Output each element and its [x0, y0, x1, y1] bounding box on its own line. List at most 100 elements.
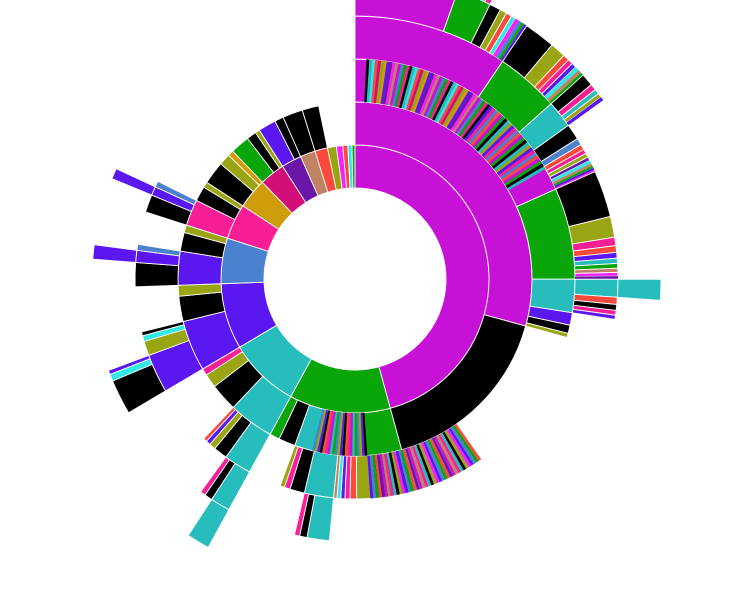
fan-1-stripe-16[interactable] [493, 142, 530, 171]
fan-1-stripe-24[interactable] [505, 163, 544, 189]
fan-2-stripe-16[interactable] [420, 442, 440, 484]
fan-0-stripe-31[interactable] [434, 82, 457, 122]
fan-1-stripe-15[interactable] [491, 139, 528, 169]
fan-2-stripe-13[interactable] [427, 439, 448, 480]
fan-3-stripe-19[interactable] [317, 409, 329, 453]
fan-0-stripe-18[interactable] [405, 68, 421, 111]
fan-0-stripe-15[interactable] [399, 65, 413, 109]
fan-2-stripe-26[interactable] [398, 450, 412, 493]
fan-2-stripe-15[interactable] [423, 441, 443, 483]
fan-3-stripe-7[interactable] [347, 412, 351, 456]
fan-2-stripe-3[interactable] [448, 427, 474, 466]
fan-2-stripe-37[interactable] [372, 454, 380, 498]
ring-4-segment-8[interactable] [574, 271, 619, 278]
fan-3-stripe-15[interactable] [327, 411, 336, 455]
ring-1-segment-15[interactable] [351, 144, 356, 189]
ring-5-segment-7[interactable] [549, 72, 584, 104]
fan-0-stripe-22[interactable] [414, 71, 433, 114]
ring-5-segment-8[interactable] [498, 22, 525, 60]
fan-3-stripe-20[interactable] [314, 409, 327, 452]
fan-3-stripe-0[interactable] [362, 412, 368, 456]
fan-3-stripe-10[interactable] [339, 412, 346, 456]
fan-3-stripe-13[interactable] [332, 411, 340, 455]
fan-2-stripe-29[interactable] [391, 451, 403, 495]
fan-2-stripe-21[interactable] [409, 446, 426, 489]
fan-0-stripe-17[interactable] [403, 67, 419, 110]
fan-1-stripe-17[interactable] [495, 144, 532, 174]
fan-2-stripe-20[interactable] [411, 445, 429, 488]
fan-0-stripe-19[interactable] [408, 69, 424, 111]
fan-0-stripe-13[interactable] [394, 64, 407, 107]
fan-0-stripe-16[interactable] [401, 66, 416, 109]
fan-2-stripe-36[interactable] [374, 454, 383, 498]
fan-2-stripe-18[interactable] [416, 444, 435, 486]
fan-0-stripe-25[interactable] [421, 75, 441, 116]
ring-5-segment-7[interactable] [495, 20, 522, 59]
fan-0-stripe-20[interactable] [410, 70, 427, 112]
fan-0-stripe-38[interactable] [448, 92, 474, 131]
fan-0-stripe-14[interactable] [396, 65, 410, 108]
fan-2-stripe-8[interactable] [438, 434, 461, 474]
fan-2-stripe-25[interactable] [400, 449, 415, 492]
fan-2-stripe-2[interactable] [450, 426, 477, 465]
fan-2-stripe-34[interactable] [379, 453, 389, 497]
ring-5-segment-6[interactable] [492, 18, 519, 57]
fan-1-stripe-1[interactable] [466, 107, 496, 143]
fan-1-stripe-11[interactable] [485, 129, 519, 161]
fan-0-stripe-27[interactable] [425, 77, 446, 118]
fan-2-stripe-14[interactable] [425, 440, 446, 481]
fan-0-stripe-8[interactable] [382, 61, 393, 105]
fan-0-stripe-45[interactable] [462, 103, 491, 140]
fan-1-stripe-22[interactable] [502, 157, 541, 184]
fan-0-stripe-24[interactable] [419, 73, 438, 115]
fan-3-stripe-5[interactable] [352, 412, 355, 456]
fan-0-stripe-33[interactable] [438, 84, 462, 124]
ring-4-segment-9[interactable] [574, 276, 618, 280]
fan-2-stripe-5[interactable] [444, 430, 469, 469]
fan-3-stripe-14[interactable] [329, 411, 338, 455]
fan-0-stripe-12[interactable] [392, 63, 405, 107]
fan-1-stripe-21[interactable] [501, 155, 539, 182]
fan-3-stripe-12[interactable] [334, 412, 342, 456]
fan-3-stripe-3[interactable] [356, 412, 360, 456]
ring-5-segment-6[interactable] [547, 70, 582, 102]
fan-2-stripe-24[interactable] [402, 448, 418, 491]
fan-0-stripe-36[interactable] [444, 89, 469, 128]
fan-2-stripe-12[interactable] [429, 438, 451, 479]
fan-3-stripe-16[interactable] [324, 411, 334, 454]
fan-0-stripe-3[interactable] [371, 59, 379, 103]
fan-0-stripe-29[interactable] [429, 79, 451, 120]
fan-2-stripe-23[interactable] [404, 448, 420, 491]
fan-3-stripe-17[interactable] [322, 410, 332, 454]
fan-1-stripe-10[interactable] [483, 127, 517, 159]
fan-3-stripe-6[interactable] [349, 412, 353, 456]
fan-0-stripe-35[interactable] [442, 87, 467, 127]
ring-4-segment-9[interactable] [551, 160, 592, 183]
ring-3-segment-0[interactable] [134, 261, 179, 288]
fan-2-stripe-0[interactable] [454, 423, 482, 461]
fan-0-stripe-42[interactable] [456, 98, 484, 136]
fan-2-stripe-11[interactable] [431, 437, 454, 478]
fan-0-stripe-6[interactable] [378, 60, 387, 104]
fan-3-stripe-8[interactable] [344, 412, 350, 456]
fan-0-stripe-9[interactable] [385, 62, 396, 106]
fan-1-stripe-20[interactable] [499, 152, 537, 180]
ring-4-segment-12[interactable] [554, 167, 595, 188]
fan-0-stripe-28[interactable] [427, 78, 449, 119]
fan-0-stripe-37[interactable] [446, 90, 472, 129]
ring-5-segment-0[interactable] [616, 278, 662, 301]
fan-0-stripe-1[interactable] [366, 59, 373, 103]
fan-2-stripe-7[interactable] [440, 432, 464, 472]
fan-3-stripe-9[interactable] [342, 412, 348, 456]
fan-0-stripe-39[interactable] [450, 93, 477, 132]
fan-2-stripe-39[interactable] [367, 455, 374, 499]
fan-2-stripe-10[interactable] [433, 436, 456, 476]
ring-5-segment-4[interactable] [566, 97, 604, 126]
fan-1-stripe-0[interactable] [463, 105, 493, 142]
fan-1-stripe-8[interactable] [479, 122, 513, 156]
ring-4-segment-11[interactable] [553, 165, 594, 186]
ring-5-segment-5[interactable] [544, 66, 579, 100]
fan-0-stripe-26[interactable] [423, 76, 443, 117]
fan-0-stripe-44[interactable] [460, 102, 489, 139]
fan-1-stripe-19[interactable] [498, 149, 536, 178]
